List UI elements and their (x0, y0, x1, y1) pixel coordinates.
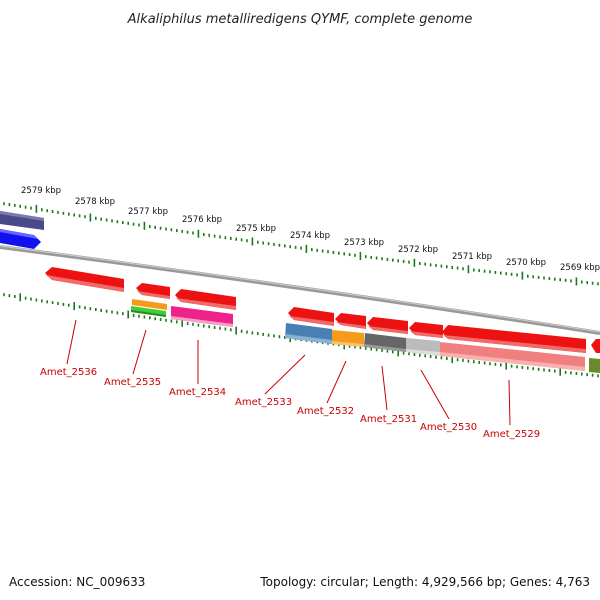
genome-summary: Topology: circular; Length: 4,929,566 bp… (259, 575, 590, 589)
genome-backbone (0, 245, 600, 335)
gene-label[interactable]: Amet_2529 (483, 429, 540, 440)
gene-labels: Amet_2536 Amet_2535 Amet_2534 Amet_2533 … (40, 367, 540, 440)
gene-forward-blue[interactable] (0, 229, 41, 249)
gene-amet-2532-a[interactable] (335, 313, 366, 329)
gene-amet-2535-a[interactable] (136, 283, 170, 299)
accession-text: Accession: NC_009633 (9, 575, 145, 589)
label-leader-lines (66, 319, 511, 426)
kbp-label: 2572 kbp (398, 245, 438, 255)
gene-amet-2531-b[interactable] (364, 333, 406, 352)
gene-amet-2533-a[interactable] (288, 307, 334, 326)
gene-amet-2536[interactable] (45, 267, 124, 292)
gene-label[interactable]: Amet_2536 (40, 367, 97, 378)
gene-label[interactable]: Amet_2533 (235, 397, 292, 408)
outer-tick-ring (3, 202, 599, 286)
gene-label[interactable]: Amet_2534 (169, 387, 226, 398)
gene-amet-2534-a[interactable] (175, 289, 236, 310)
gene-label[interactable]: Amet_2530 (420, 422, 477, 433)
gene-label[interactable]: Amet_2531 (360, 414, 417, 425)
kbp-label: 2576 kbp (182, 215, 222, 225)
gene-amet-2529-a[interactable] (442, 325, 586, 353)
gene-amet-2529-b[interactable] (440, 342, 585, 371)
kbp-label: 2569 kbp (560, 263, 600, 273)
gene-right-edge-olive[interactable] (589, 358, 600, 373)
gene-label[interactable]: Amet_2535 (104, 377, 161, 388)
inner-tick-ring (3, 293, 599, 378)
gene-amet-2531-a[interactable] (367, 317, 408, 334)
gene-label[interactable]: Amet_2532 (297, 406, 354, 417)
gene-amet-2534-b[interactable] (171, 306, 233, 327)
kbp-label: 2571 kbp (452, 252, 492, 262)
kbp-label: 2577 kbp (128, 207, 168, 217)
kbp-label: 2575 kbp (236, 224, 276, 234)
kbp-label: 2579 kbp (21, 186, 61, 196)
gene-amet-2530-a[interactable] (409, 322, 443, 338)
gene-right-edge-red[interactable] (591, 339, 600, 353)
gene-amet-2535-b[interactable] (131, 299, 167, 317)
kbp-label: 2573 kbp (344, 238, 384, 248)
kbp-scale: 2579 kbp 2578 kbp 2577 kbp 2576 kbp 2575… (21, 186, 600, 273)
kbp-label: 2574 kbp (290, 231, 330, 241)
gene-amet-2530-b[interactable] (406, 338, 440, 356)
gene-amet-2533-b[interactable] (285, 323, 332, 344)
gene-forward-indigo[interactable] (0, 211, 44, 230)
kbp-label: 2570 kbp (506, 258, 546, 268)
map-title: Alkaliphilus metalliredigens QYMF, compl… (127, 12, 473, 27)
kbp-label: 2578 kbp (75, 197, 115, 207)
gene-amet-2532-b[interactable] (332, 330, 364, 347)
